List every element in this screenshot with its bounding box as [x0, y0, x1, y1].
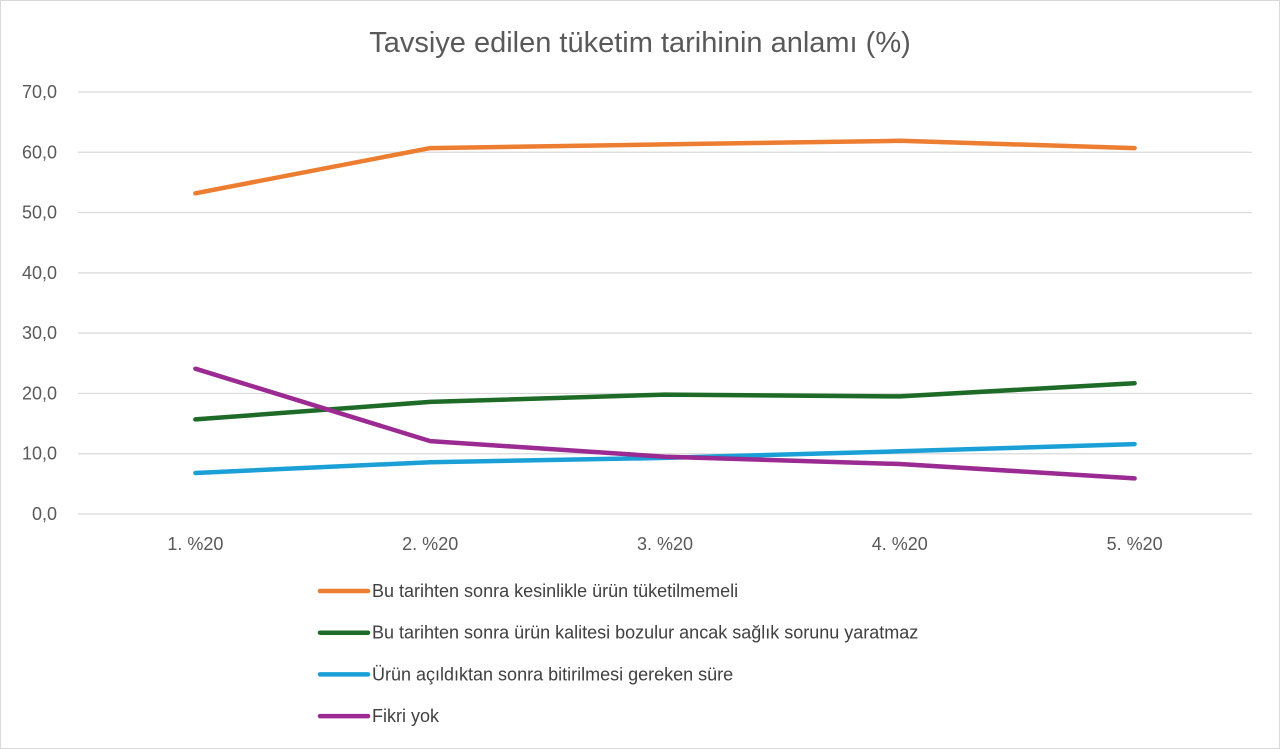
y-tick-label: 40,0 — [22, 263, 57, 283]
y-tick-label: 60,0 — [22, 142, 57, 162]
x-tick-label: 5. %20 — [1107, 534, 1163, 554]
y-tick-label: 30,0 — [22, 323, 57, 343]
legend-label: Ürün açıldıktan sonra bitirilmesi gereke… — [372, 664, 733, 684]
legend-label: Bu tarihten sonra ürün kalitesi bozulur … — [372, 623, 918, 643]
x-tick-label: 1. %20 — [167, 534, 223, 554]
x-tick-label: 2. %20 — [402, 534, 458, 554]
x-tick-label: 4. %20 — [872, 534, 928, 554]
y-axis-tick-labels: 0,0 10,0 20,0 30,0 40,0 50,0 60,0 70,0 — [22, 82, 57, 524]
y-tick-label: 0,0 — [32, 504, 57, 524]
series-lines — [193, 138, 1137, 481]
series-line-2 — [193, 380, 1137, 422]
x-axis-tick-labels: 1. %20 2. %20 3. %20 4. %20 5. %20 — [167, 534, 1162, 554]
series-line-4 — [193, 366, 1137, 481]
y-tick-label: 20,0 — [22, 383, 57, 403]
y-tick-label: 70,0 — [22, 82, 57, 102]
legend-label: Bu tarihten sonra kesinlikle ürün tüketi… — [372, 581, 738, 601]
grid-lines — [78, 91, 1252, 515]
y-tick-label: 10,0 — [22, 444, 57, 464]
chart-title: Tavsiye edilen tüketim tarihinin anlamı … — [369, 27, 911, 59]
x-tick-label: 3. %20 — [637, 534, 693, 554]
legend: Bu tarihten sonra kesinlikle ürün tüketi… — [317, 581, 918, 726]
y-tick-label: 50,0 — [22, 203, 57, 223]
legend-label: Fikri yok — [372, 706, 440, 726]
series-line-1 — [193, 138, 1137, 196]
